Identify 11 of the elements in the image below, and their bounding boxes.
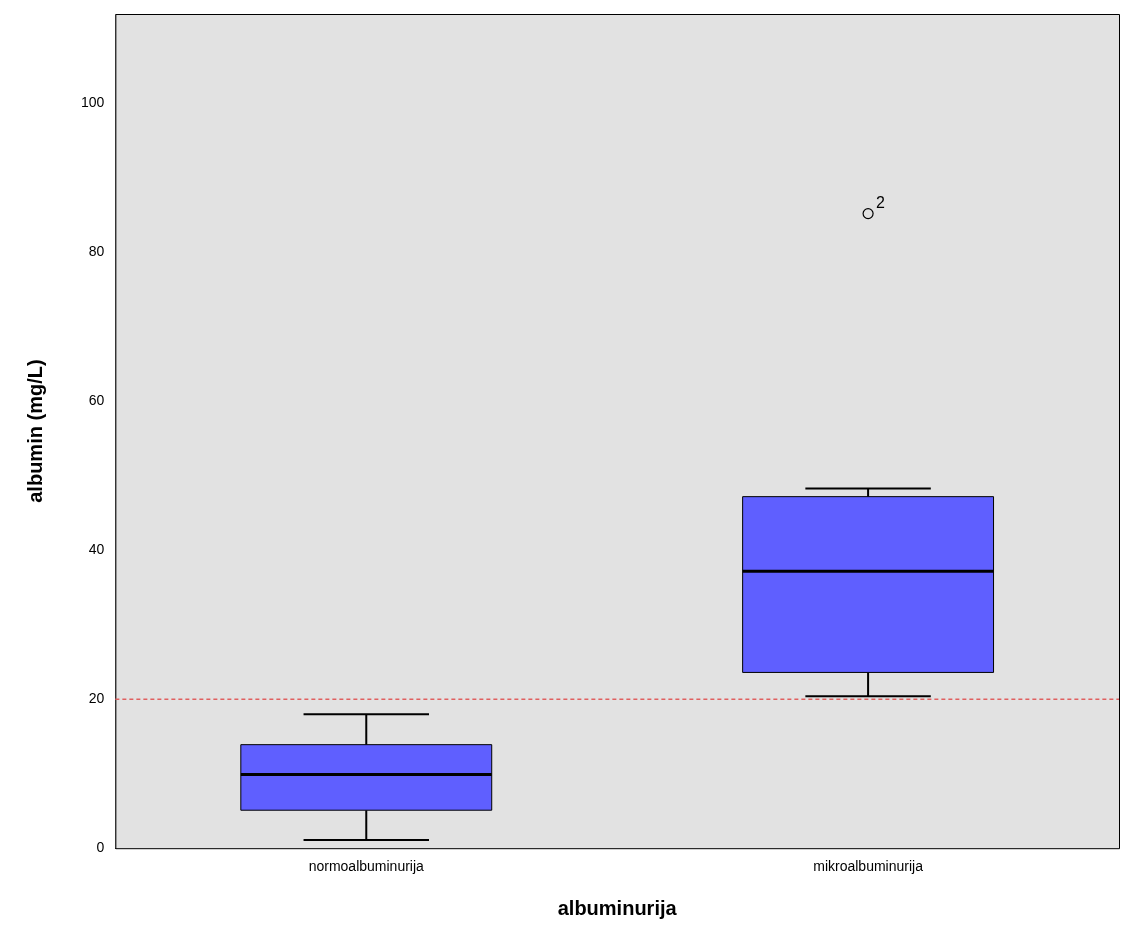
y-tick-label: 0 xyxy=(96,839,105,856)
x-tick-label: mikroalbuminurija xyxy=(813,858,924,875)
y-tick-label: 80 xyxy=(88,243,105,260)
y-tick-label: 100 xyxy=(81,94,105,111)
y-tick-label: 20 xyxy=(88,690,105,707)
x-axis-title: albuminurija xyxy=(557,896,678,919)
y-axis-title: albumin (mg/L) xyxy=(23,359,46,503)
y-tick-label: 40 xyxy=(88,541,105,558)
annotation: 2 xyxy=(876,194,886,212)
x-tick-label: normoalbuminurija xyxy=(308,858,425,875)
y-tick-label: 60 xyxy=(88,392,105,409)
